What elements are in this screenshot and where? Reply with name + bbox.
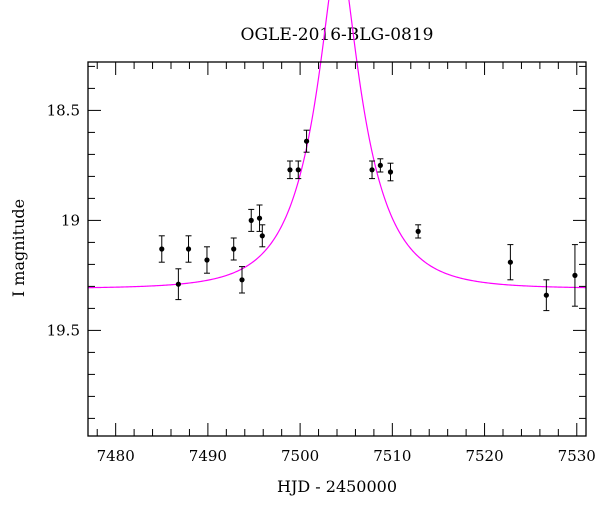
x-tick-label: 7520 xyxy=(465,447,503,465)
data-point xyxy=(369,167,375,173)
plot-frame xyxy=(87,61,587,437)
y-tick-label: 19 xyxy=(61,211,80,229)
x-tick-label: 7510 xyxy=(373,447,411,465)
x-tick-label: 7480 xyxy=(97,447,135,465)
data-point xyxy=(259,233,265,239)
data-point xyxy=(507,259,513,265)
y-tick-label: 19.5 xyxy=(47,321,80,339)
data-point xyxy=(415,228,421,234)
data-point xyxy=(231,246,237,252)
data-point xyxy=(387,169,394,175)
x-tick-label: 7500 xyxy=(281,447,319,465)
axis-ticks xyxy=(88,62,586,436)
data-point xyxy=(295,167,301,173)
data-point xyxy=(175,281,181,287)
x-axis-label: HJD - 2450000 xyxy=(277,477,397,496)
data-point xyxy=(239,277,245,283)
data-point xyxy=(248,217,254,223)
data-point xyxy=(185,246,192,252)
data-points xyxy=(158,129,578,312)
data-point xyxy=(377,162,383,168)
x-tick-label: 7490 xyxy=(189,447,227,465)
chart-title: OGLE-2016-BLG-0819 xyxy=(241,25,434,45)
data-point xyxy=(204,257,210,263)
y-axis-label: I magnitude xyxy=(9,199,28,297)
x-tick-label: 7530 xyxy=(558,447,596,465)
data-point xyxy=(256,215,263,221)
data-point xyxy=(572,272,578,278)
data-point xyxy=(159,246,165,252)
data-point xyxy=(303,138,310,144)
model-light-curve xyxy=(87,0,587,289)
data-point xyxy=(543,292,549,298)
axis-tick-labels: 7480 7490 7500 7510 7520 7530 18.5 19 19.5 xyxy=(47,101,596,465)
y-tick-label: 18.5 xyxy=(47,101,80,119)
data-point xyxy=(287,167,293,173)
